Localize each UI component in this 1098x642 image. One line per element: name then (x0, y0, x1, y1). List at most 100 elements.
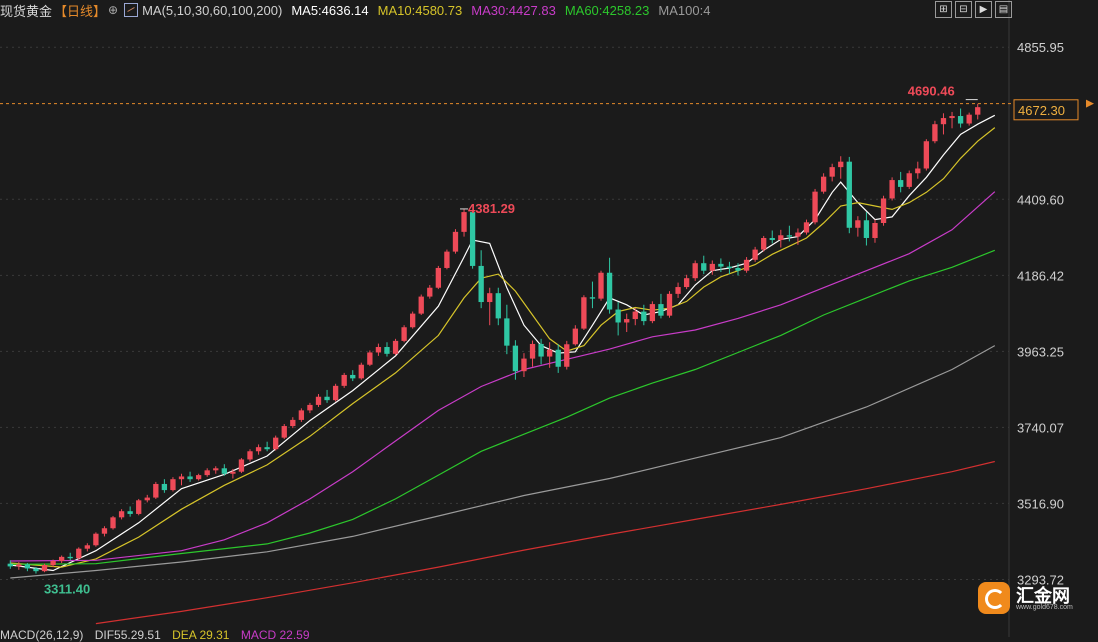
candle-body (820, 176, 827, 192)
candle-body (444, 251, 450, 268)
zoom-in-icon[interactable]: ⊞ (935, 1, 952, 18)
candle-body (880, 198, 887, 223)
current-price-box (1013, 99, 1079, 121)
high-price-label: 4690.46 (908, 84, 955, 99)
candle (24, 562, 31, 572)
candle-body (649, 304, 656, 322)
candle (290, 417, 296, 429)
candle (118, 509, 125, 520)
candle (136, 498, 142, 516)
candle (238, 458, 245, 474)
candle-body (418, 296, 424, 314)
ma-line-ma200 (95, 460, 995, 625)
candle (658, 293, 664, 319)
candle-body (221, 468, 227, 474)
candle-body (606, 272, 613, 310)
candle-body (735, 267, 741, 271)
candle-body (16, 564, 22, 567)
y-tick-label: 4855.95 (1017, 40, 1064, 55)
candle-body (855, 220, 861, 228)
candle-body (435, 267, 442, 288)
candle (444, 249, 450, 270)
candle (255, 444, 262, 455)
candle (615, 302, 621, 336)
candle-body (410, 313, 416, 328)
candle (67, 552, 73, 561)
candle-body (315, 396, 322, 405)
candle-body (298, 410, 305, 420)
candle-body (538, 343, 544, 357)
candle (940, 113, 947, 135)
candle-body (624, 319, 630, 323)
ma100-value: MA100:4 (658, 2, 711, 18)
candle (957, 108, 964, 128)
dif-value: DIF55.29.51 (94, 628, 161, 642)
logo-text: 汇金网 (1016, 586, 1070, 606)
candle (949, 111, 955, 129)
candle-body (564, 344, 570, 367)
candle (170, 477, 176, 492)
ma-settings-icon[interactable] (124, 3, 139, 17)
candle (195, 473, 202, 481)
candle-body (692, 263, 698, 279)
candle-body (375, 347, 382, 353)
candle-body (204, 470, 210, 476)
candle-body (153, 483, 159, 498)
candle (213, 466, 219, 474)
zoom-out-icon[interactable]: ⊟ (955, 1, 972, 18)
ma10-value: MA10:4580.73 (377, 2, 463, 18)
candle-body (350, 374, 356, 379)
candle (692, 260, 698, 281)
candle-body (769, 237, 775, 241)
candle-body (581, 297, 587, 329)
candle (846, 156, 852, 234)
candle-body (529, 343, 536, 359)
candle (632, 308, 638, 326)
more-icon[interactable]: ▤ (995, 1, 1012, 18)
candle-body (58, 556, 65, 561)
candle (606, 257, 613, 314)
candle (495, 287, 501, 326)
candle-body (273, 437, 279, 450)
candle-body (598, 272, 604, 299)
candle-body (786, 235, 793, 237)
candle (572, 325, 578, 346)
candle (512, 340, 519, 380)
candle-body (427, 287, 433, 297)
candle (264, 441, 270, 452)
candle-body (555, 349, 561, 367)
period-selector[interactable]: 【日线】 (54, 3, 107, 19)
candle (743, 257, 750, 273)
candle (769, 230, 775, 244)
candle (709, 260, 715, 275)
candle (581, 295, 587, 330)
candle (906, 170, 912, 189)
macd-header: MACD(26,12,9) DIF55.29.51 DEA 29.31 MACD… (0, 628, 318, 642)
candle-body (255, 447, 262, 452)
candle-body (324, 396, 330, 401)
candle-body (675, 287, 681, 294)
candle (101, 526, 108, 537)
candle-body (940, 118, 947, 125)
ma5-value: MA5:4636.14 (291, 2, 369, 18)
candle-body (632, 311, 638, 320)
candle (863, 212, 870, 246)
candle (923, 139, 930, 171)
candle-body (743, 259, 750, 271)
candle (855, 216, 861, 237)
candle (504, 304, 510, 355)
candle (110, 515, 116, 530)
candle-body (683, 278, 690, 288)
candle (469, 210, 476, 269)
candle-body (726, 266, 733, 268)
add-indicator-icon[interactable]: ⊕ (108, 3, 119, 17)
candle (84, 543, 90, 552)
candle-body (521, 358, 527, 372)
play-icon[interactable]: ▶ (975, 1, 992, 18)
annotations: 4672.30 4690.46 4381.29 3311.40 (0, 84, 1094, 596)
candle-body (812, 191, 818, 223)
candle (829, 163, 835, 182)
candle-body (247, 451, 253, 460)
candle (401, 325, 407, 343)
